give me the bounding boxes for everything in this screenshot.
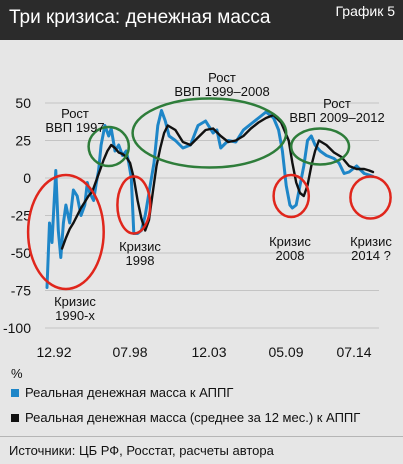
series-line-average bbox=[60, 113, 375, 250]
plot-area: 50 25 0 -25 -50 -75 -100 12.92 07.98 12.03 05.09 0… bbox=[3, 70, 392, 360]
legend-label-average: Реальная денежная масса (среднее за 12 м… bbox=[25, 410, 361, 425]
y-tick-label: -75 bbox=[11, 283, 31, 299]
title-bar: Три кризиса: денежная масса График 5 bbox=[0, 0, 403, 40]
series-lines bbox=[45, 109, 375, 289]
plot-panel bbox=[0, 40, 403, 364]
chart-title: Три кризиса: денежная масса bbox=[9, 7, 271, 28]
legend-item-average: Реальная денежная масса (среднее за 12 м… bbox=[11, 410, 360, 425]
source-note: Источники: ЦБ РФ, Росстат, расчеты автор… bbox=[0, 436, 403, 464]
figure-number: График 5 bbox=[335, 3, 395, 19]
crisis-period-ellipse bbox=[349, 175, 392, 220]
y-tick-label: 50 bbox=[15, 95, 31, 111]
annotation-label: Рост ВВП 1999–2008 bbox=[174, 70, 269, 99]
growth-period-ellipse bbox=[131, 97, 288, 169]
crisis-period-ellipse bbox=[26, 173, 105, 291]
y-tick-label: 0 bbox=[23, 170, 31, 186]
y-tick-label: -50 bbox=[11, 245, 31, 261]
y-tick-label: -25 bbox=[11, 208, 31, 224]
annotation-labels: Рост ВВП 1997 Рост ВВП 1999–2008 Рост ВВП 200… bbox=[45, 70, 392, 323]
annotation-ellipses bbox=[26, 97, 392, 291]
growth-period-ellipse bbox=[289, 127, 351, 166]
legend-label-real: Реальная денежная масса к АППГ bbox=[25, 385, 234, 400]
unit-label: % bbox=[11, 366, 23, 381]
x-tick-label: 12.92 bbox=[36, 344, 71, 360]
source-text: Источники: ЦБ РФ, Росстат, расчеты автор… bbox=[9, 443, 274, 458]
annotation-label: Кризис 1990-х bbox=[54, 294, 96, 323]
legend-swatch-average bbox=[11, 413, 19, 422]
legend-swatch-real bbox=[11, 388, 19, 397]
x-tick-label: 07.14 bbox=[336, 344, 371, 360]
legend-item-real: Реальная денежная масса к АППГ bbox=[11, 385, 233, 400]
legend: % Реальная денежная масса к АППГ Реальна… bbox=[0, 364, 403, 436]
x-tick-label: 07.98 bbox=[112, 344, 147, 360]
x-axis-tick-labels: 12.92 07.98 12.03 05.09 07.14 bbox=[36, 344, 371, 360]
x-tick-label: 05.09 bbox=[268, 344, 303, 360]
crisis-period-ellipse bbox=[272, 173, 311, 219]
crisis-period-ellipse bbox=[116, 175, 152, 235]
y-tick-label: 25 bbox=[15, 133, 31, 149]
annotation-label: Кризис 1998 bbox=[119, 239, 161, 268]
y-tick-label: -100 bbox=[3, 320, 31, 336]
annotation-label: Кризис 2014 ? bbox=[350, 234, 392, 263]
x-tick-label: 12.03 bbox=[191, 344, 226, 360]
y-axis-tick-labels: 50 25 0 -25 -50 -75 -100 bbox=[3, 95, 31, 336]
annotation-label: Рост ВВП 1997 bbox=[45, 106, 104, 135]
growth-period-ellipse bbox=[87, 125, 131, 168]
annotation-label: Рост ВВП 2009–2012 bbox=[289, 96, 384, 125]
annotation-label: Кризис 2008 bbox=[269, 234, 311, 263]
